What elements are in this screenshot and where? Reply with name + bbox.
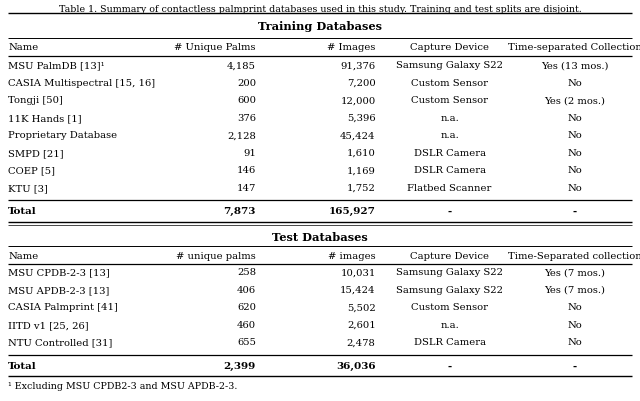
Text: No: No bbox=[568, 320, 582, 329]
Text: 406: 406 bbox=[237, 285, 256, 294]
Text: # Images: # Images bbox=[327, 43, 376, 52]
Text: Yes (7 mos.): Yes (7 mos.) bbox=[545, 268, 605, 277]
Text: 11K Hands [1]: 11K Hands [1] bbox=[8, 113, 82, 123]
Text: No: No bbox=[568, 113, 582, 123]
Text: 91: 91 bbox=[243, 148, 256, 158]
Text: COEP [5]: COEP [5] bbox=[8, 166, 55, 175]
Text: NTU Controlled [31]: NTU Controlled [31] bbox=[8, 338, 113, 346]
Text: MSU PalmDB [13]¹: MSU PalmDB [13]¹ bbox=[8, 61, 105, 70]
Text: # images: # images bbox=[328, 251, 376, 260]
Text: MSU CPDB-2-3 [13]: MSU CPDB-2-3 [13] bbox=[8, 268, 110, 277]
Text: n.a.: n.a. bbox=[440, 131, 459, 140]
Text: 1,169: 1,169 bbox=[347, 166, 376, 175]
Text: 5,502: 5,502 bbox=[347, 303, 376, 312]
Text: -: - bbox=[573, 360, 577, 370]
Text: Yes (7 mos.): Yes (7 mos.) bbox=[545, 285, 605, 294]
Text: n.a.: n.a. bbox=[440, 320, 459, 329]
Text: 200: 200 bbox=[237, 79, 256, 88]
Text: -: - bbox=[447, 207, 452, 215]
Text: Time-separated Collection: Time-separated Collection bbox=[508, 43, 640, 52]
Text: Samsung Galaxy S22: Samsung Galaxy S22 bbox=[396, 61, 503, 70]
Text: CASIA Palmprint [41]: CASIA Palmprint [41] bbox=[8, 303, 118, 312]
Text: Training Databases: Training Databases bbox=[258, 21, 382, 32]
Text: Total: Total bbox=[8, 360, 37, 370]
Text: 1,752: 1,752 bbox=[347, 183, 376, 192]
Text: Samsung Galaxy S22: Samsung Galaxy S22 bbox=[396, 285, 503, 294]
Text: 45,424: 45,424 bbox=[340, 131, 376, 140]
Text: SMPD [21]: SMPD [21] bbox=[8, 148, 64, 158]
Text: 1,610: 1,610 bbox=[347, 148, 376, 158]
Text: DSLR Camera: DSLR Camera bbox=[413, 166, 486, 175]
Text: 2,601: 2,601 bbox=[347, 320, 376, 329]
Text: # Unique Palms: # Unique Palms bbox=[175, 43, 256, 52]
Text: -: - bbox=[447, 360, 452, 370]
Text: 36,036: 36,036 bbox=[336, 360, 376, 370]
Text: Capture Device: Capture Device bbox=[410, 43, 489, 52]
Text: 91,376: 91,376 bbox=[340, 61, 376, 70]
Text: 600: 600 bbox=[237, 96, 256, 105]
Text: 5,396: 5,396 bbox=[347, 113, 376, 123]
Text: -: - bbox=[573, 207, 577, 215]
Text: Capture Device: Capture Device bbox=[410, 251, 489, 260]
Text: Custom Sensor: Custom Sensor bbox=[411, 79, 488, 88]
Text: Yes (13 mos.): Yes (13 mos.) bbox=[541, 61, 609, 70]
Text: 7,200: 7,200 bbox=[347, 79, 376, 88]
Text: 147: 147 bbox=[237, 183, 256, 192]
Text: Time-Separated collection: Time-Separated collection bbox=[508, 251, 640, 260]
Text: 12,000: 12,000 bbox=[340, 96, 376, 105]
Text: No: No bbox=[568, 79, 582, 88]
Text: 2,128: 2,128 bbox=[227, 131, 256, 140]
Text: Custom Sensor: Custom Sensor bbox=[411, 96, 488, 105]
Text: Name: Name bbox=[8, 43, 38, 52]
Text: KTU [3]: KTU [3] bbox=[8, 183, 48, 192]
Text: 165,927: 165,927 bbox=[329, 207, 376, 215]
Text: 4,185: 4,185 bbox=[227, 61, 256, 70]
Text: 10,031: 10,031 bbox=[340, 268, 376, 277]
Text: MSU APDB-2-3 [13]: MSU APDB-2-3 [13] bbox=[8, 285, 109, 294]
Text: 146: 146 bbox=[237, 166, 256, 175]
Text: Table 1. Summary of contactless palmprint databases used in this study. Training: Table 1. Summary of contactless palmprin… bbox=[59, 5, 581, 14]
Text: 620: 620 bbox=[237, 303, 256, 312]
Text: CASIA Multispectral [15, 16]: CASIA Multispectral [15, 16] bbox=[8, 79, 156, 88]
Text: Total: Total bbox=[8, 207, 37, 215]
Text: IITD v1 [25, 26]: IITD v1 [25, 26] bbox=[8, 320, 89, 329]
Text: DSLR Camera: DSLR Camera bbox=[413, 148, 486, 158]
Text: Proprietary Database: Proprietary Database bbox=[8, 131, 118, 140]
Text: No: No bbox=[568, 166, 582, 175]
Text: No: No bbox=[568, 183, 582, 192]
Text: n.a.: n.a. bbox=[440, 113, 459, 123]
Text: 376: 376 bbox=[237, 113, 256, 123]
Text: DSLR Camera: DSLR Camera bbox=[413, 338, 486, 346]
Text: # unique palms: # unique palms bbox=[176, 251, 256, 260]
Text: 460: 460 bbox=[237, 320, 256, 329]
Text: Tongji [50]: Tongji [50] bbox=[8, 96, 63, 105]
Text: No: No bbox=[568, 303, 582, 312]
Text: Flatbed Scanner: Flatbed Scanner bbox=[408, 183, 492, 192]
Text: ¹ Excluding MSU CPDB2-3 and MSU APDB-2-3.: ¹ Excluding MSU CPDB2-3 and MSU APDB-2-3… bbox=[8, 381, 237, 391]
Text: Custom Sensor: Custom Sensor bbox=[411, 303, 488, 312]
Text: 2,478: 2,478 bbox=[347, 338, 376, 346]
Text: Yes (2 mos.): Yes (2 mos.) bbox=[545, 96, 605, 105]
Text: No: No bbox=[568, 338, 582, 346]
Text: Test Databases: Test Databases bbox=[272, 232, 368, 243]
Text: Name: Name bbox=[8, 251, 38, 260]
Text: 7,873: 7,873 bbox=[223, 207, 256, 215]
Text: 15,424: 15,424 bbox=[340, 285, 376, 294]
Text: Samsung Galaxy S22: Samsung Galaxy S22 bbox=[396, 268, 503, 277]
Text: 2,399: 2,399 bbox=[224, 360, 256, 370]
Text: No: No bbox=[568, 148, 582, 158]
Text: No: No bbox=[568, 131, 582, 140]
Text: 258: 258 bbox=[237, 268, 256, 277]
Text: 655: 655 bbox=[237, 338, 256, 346]
